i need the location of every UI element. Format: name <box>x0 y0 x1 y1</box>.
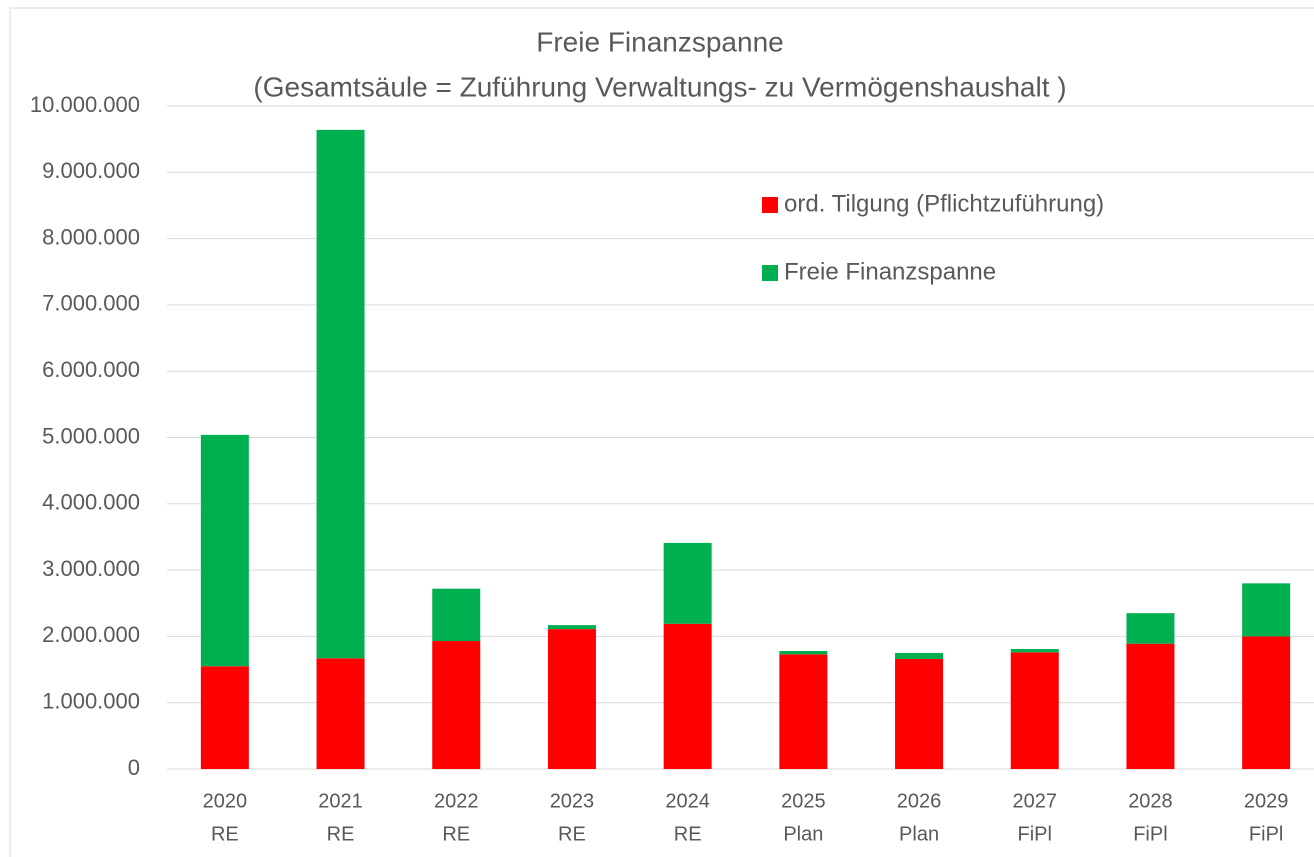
y-tick-label: 9.000.000 <box>42 158 140 183</box>
y-tick-label: 8.000.000 <box>42 224 140 249</box>
x-tick-label: RE <box>558 823 586 845</box>
bar-segment <box>663 623 712 769</box>
x-tick-label: 2027 <box>1013 790 1058 812</box>
bar-segment <box>1126 643 1175 769</box>
bar-segment <box>1010 648 1059 653</box>
y-tick-label: 4.000.000 <box>42 490 140 515</box>
bar-segment <box>432 641 481 769</box>
x-tick-label: 2020 <box>203 790 248 812</box>
x-tick-label: 2029 <box>1244 790 1289 812</box>
bar-segment <box>200 434 249 667</box>
y-tick-label: 5.000.000 <box>42 423 140 448</box>
x-tick-label: RE <box>327 823 355 845</box>
x-tick-label: RE <box>211 823 239 845</box>
x-tick-label: 2021 <box>318 790 363 812</box>
bar-segment <box>316 658 365 769</box>
x-tick-label: FiPl <box>1133 823 1167 845</box>
bar-segment <box>895 652 944 659</box>
bar-segment <box>547 625 596 630</box>
bar-segment <box>432 588 481 642</box>
chart-title: Freie Finanzspanne <box>536 26 783 57</box>
chart-subtitle: (Gesamtsäule = Zuführung Verwaltungs- zu… <box>253 71 1066 102</box>
bar-segment <box>1242 583 1291 637</box>
y-tick-label: 6.000.000 <box>42 357 140 382</box>
y-tick-label: 2.000.000 <box>42 622 140 647</box>
x-tick-label: 2022 <box>434 790 479 812</box>
x-tick-label: Plan <box>899 823 939 845</box>
bar-segment <box>547 629 596 769</box>
chart-frame <box>9 7 1314 857</box>
y-tick-label: 1.000.000 <box>42 689 140 714</box>
bar-segment <box>779 650 828 655</box>
x-tick-label: Plan <box>783 823 823 845</box>
y-tick-label: 0 <box>128 755 140 780</box>
legend-swatch <box>762 265 778 281</box>
x-tick-label: 2025 <box>781 790 826 812</box>
x-tick-label: 2028 <box>1128 790 1173 812</box>
bar-segment <box>895 658 944 769</box>
x-tick-label: RE <box>442 823 470 845</box>
bar-segment <box>316 129 365 659</box>
legend-swatch <box>762 197 778 213</box>
legend-label: ord. Tilgung (Pflichtzuführung) <box>784 190 1104 217</box>
y-tick-label: 10.000.000 <box>30 92 140 117</box>
x-tick-label: FiPl <box>1249 823 1283 845</box>
y-tick-label: 7.000.000 <box>42 291 140 316</box>
bar-segment <box>1242 636 1291 769</box>
legend-label: Freie Finanzspanne <box>784 258 996 285</box>
bar-segment <box>779 654 828 769</box>
bar-segment <box>200 666 249 769</box>
bar-segment <box>1010 652 1059 769</box>
y-tick-label: 3.000.000 <box>42 556 140 581</box>
x-tick-label: FiPl <box>1018 823 1052 845</box>
x-tick-label: 2026 <box>897 790 942 812</box>
x-tick-label: 2024 <box>665 790 710 812</box>
bar-segment <box>663 542 712 624</box>
x-tick-label: RE <box>674 823 702 845</box>
x-tick-label: 2023 <box>550 790 595 812</box>
bar-segment <box>1126 613 1175 644</box>
